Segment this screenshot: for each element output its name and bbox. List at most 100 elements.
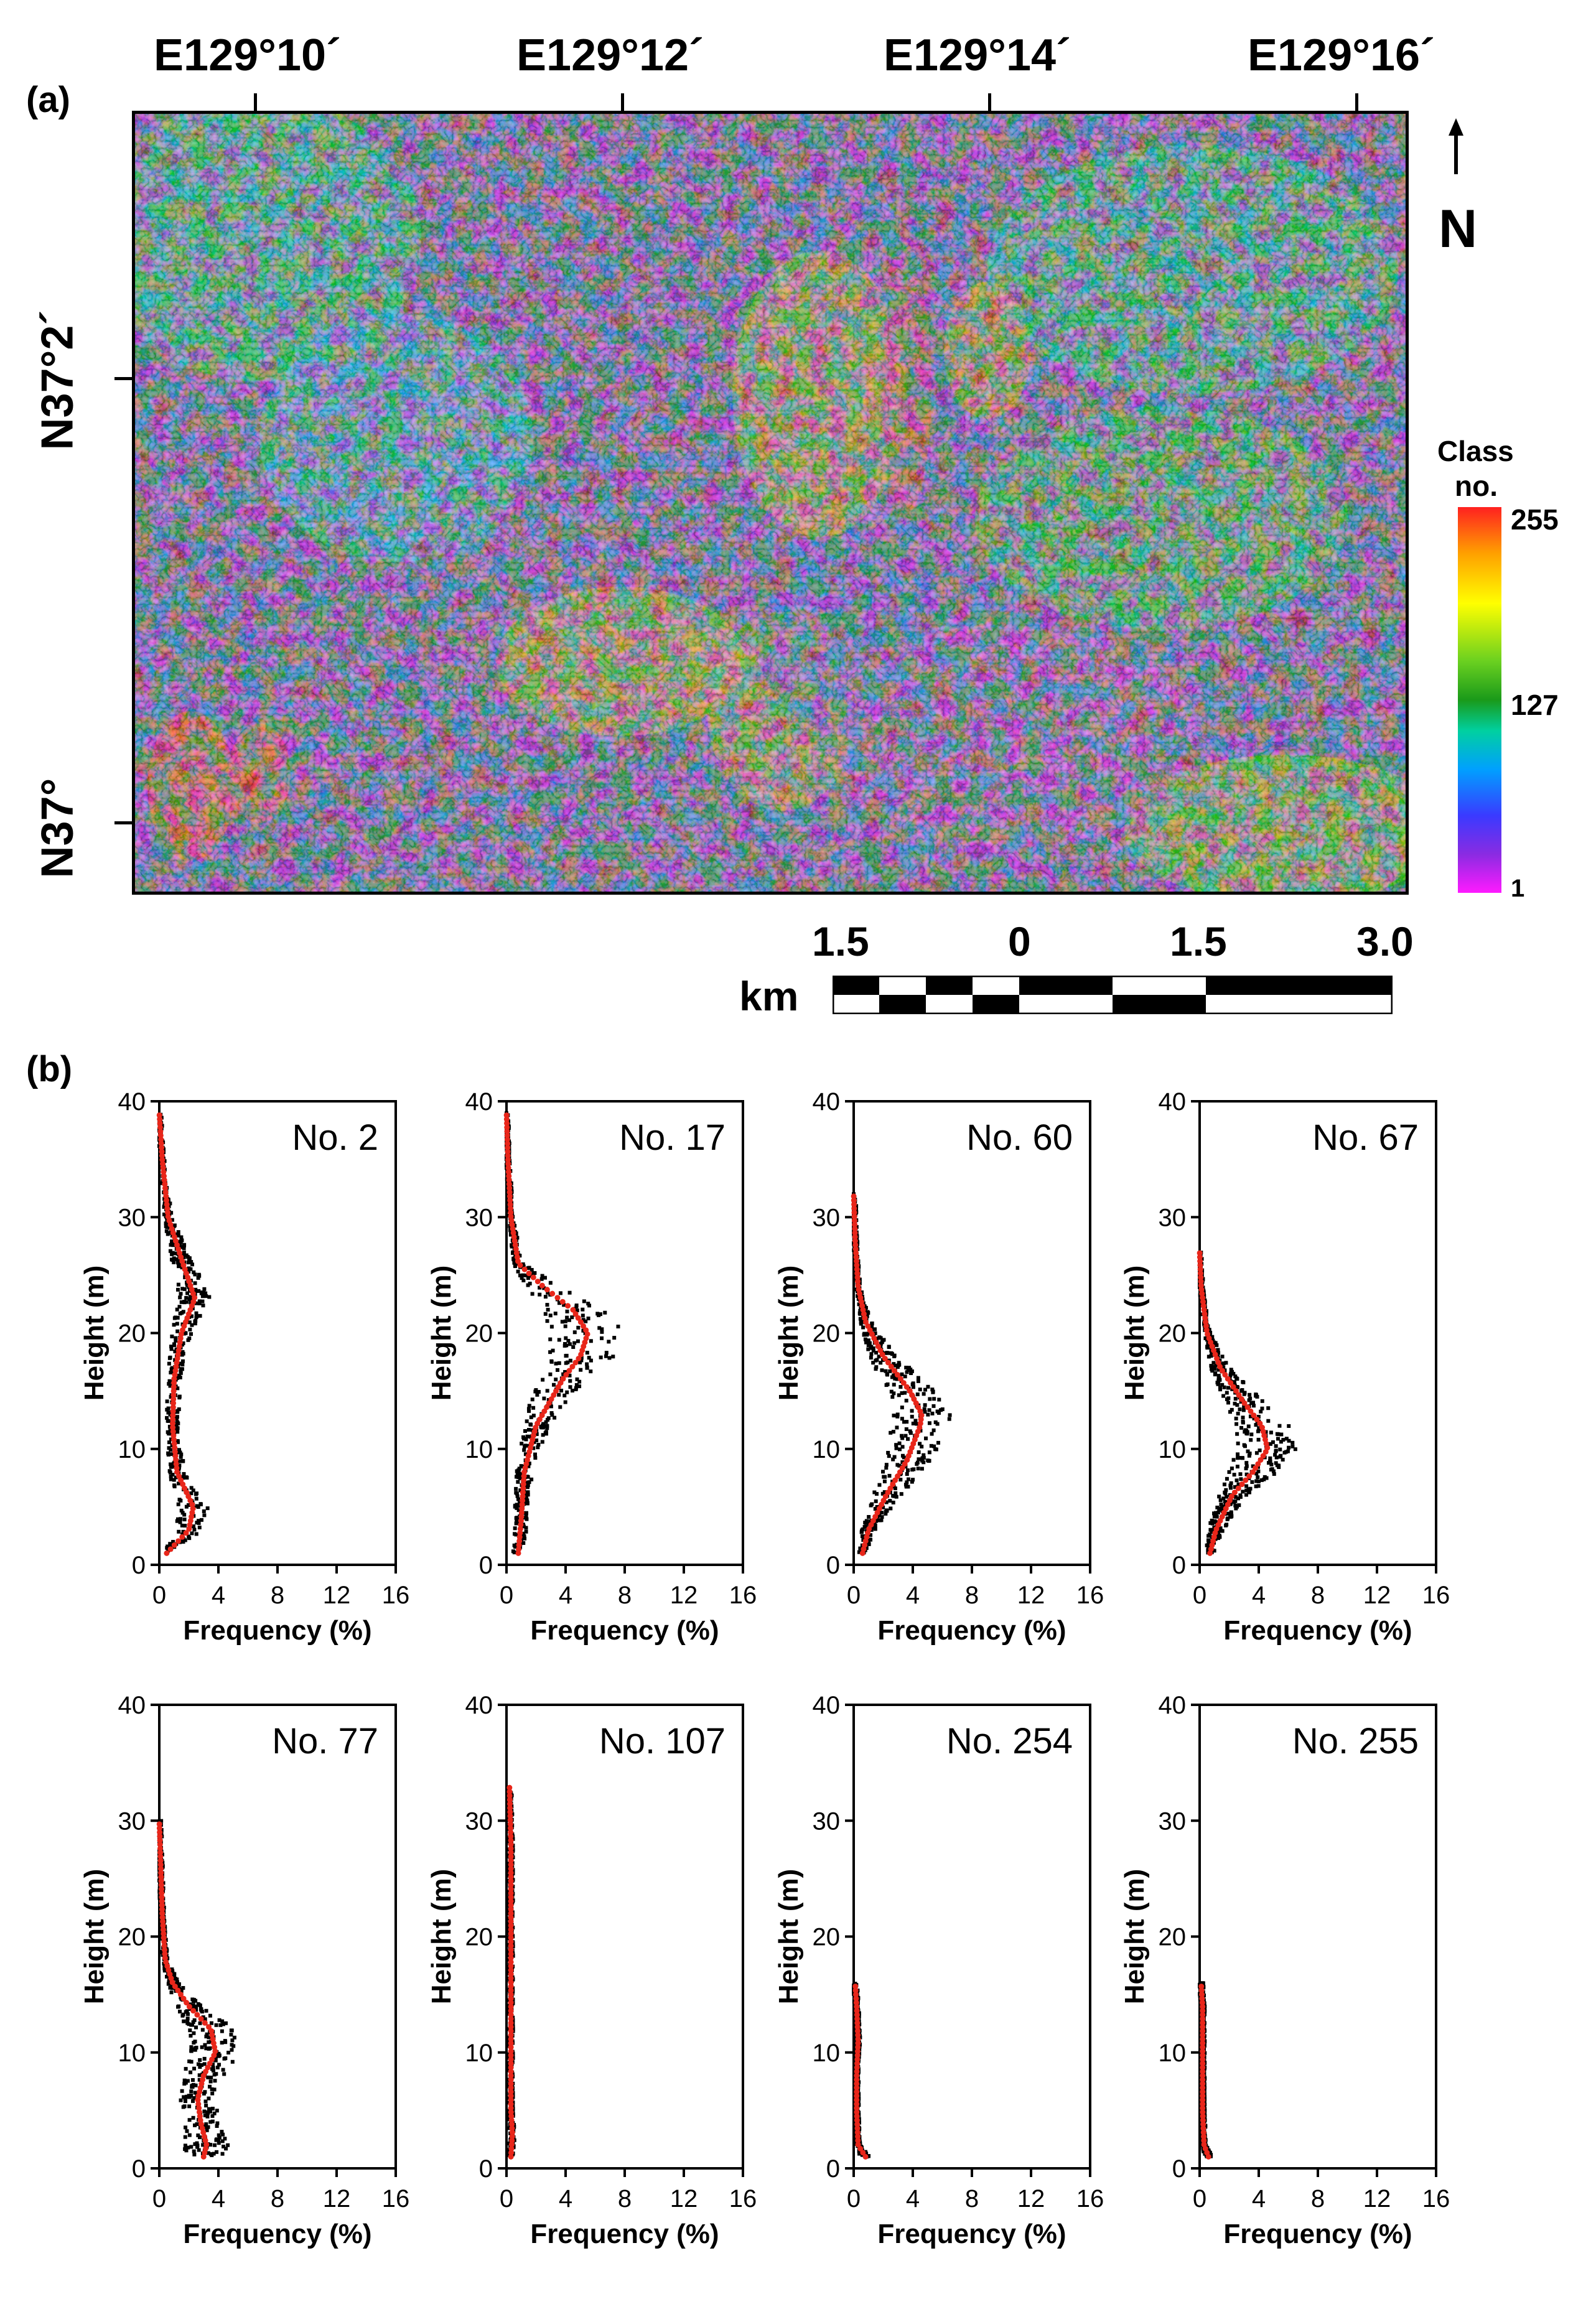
x-tick-label: 8: [271, 2185, 284, 2213]
scatter-point: [901, 1445, 905, 1448]
scatter-point: [197, 2063, 200, 2066]
scatter-point: [1241, 1456, 1244, 1460]
scatter-point: [174, 1336, 177, 1340]
scatter-point: [169, 1471, 172, 1475]
scatter-point: [528, 1282, 532, 1285]
colorbar-tick-127: 127: [1511, 691, 1559, 719]
curve-point: [554, 1295, 560, 1300]
y-tick-label: 20: [118, 1320, 146, 1348]
curve-point: [851, 1193, 857, 1199]
scatter-point: [528, 1422, 532, 1426]
scatter-point: [1246, 1450, 1250, 1453]
scatter-point: [172, 1323, 176, 1327]
scatter-point: [864, 1338, 867, 1341]
scatter-point: [892, 1414, 895, 1417]
scalebar-tick-2: 0: [1008, 921, 1031, 962]
scatter-point: [187, 1256, 191, 1260]
y-axis-label: Height (m): [426, 1266, 457, 1401]
scatter-point: [192, 1527, 196, 1531]
scatter-point: [912, 1381, 915, 1385]
scatter-point: [175, 1330, 179, 1333]
scatter-point: [167, 1362, 171, 1366]
scatter-point: [521, 1279, 525, 1282]
x-tick-label: 8: [618, 1582, 632, 1609]
scatter-point: [948, 1413, 952, 1417]
scatter-point: [1211, 1521, 1215, 1524]
scatter-point: [1227, 1470, 1231, 1474]
x-tick-label: 0: [500, 1582, 513, 1609]
scatter-point: [564, 1361, 568, 1365]
scatter-point: [525, 1516, 528, 1519]
scatter-point: [206, 2076, 210, 2079]
curve-point: [560, 1299, 566, 1305]
scatter-point: [513, 1544, 516, 1547]
classification-map-image: [135, 114, 1406, 892]
scatter-point: [881, 1470, 885, 1473]
scatter-point: [185, 2129, 189, 2133]
scatter-point: [1223, 1483, 1226, 1486]
plot-title: No. 2: [292, 1117, 378, 1158]
scatter-point: [189, 2034, 192, 2038]
scatter-point: [1243, 1443, 1246, 1447]
scatter-point: [568, 1385, 572, 1389]
scatter-point: [220, 2041, 224, 2045]
scatter-point: [551, 1349, 555, 1353]
scatter-point: [169, 1371, 172, 1374]
scatter-point: [576, 1340, 580, 1343]
y-tick-label: 0: [1172, 2155, 1186, 2183]
y-tick-label: 0: [132, 2155, 146, 2183]
scatter-point: [170, 1252, 174, 1256]
y-axis-label: Height (m): [1119, 1266, 1150, 1401]
y-tick-label: 10: [118, 2040, 146, 2067]
scatter-point: [543, 1276, 547, 1280]
scatter-point: [175, 1430, 179, 1434]
panel-b-label: (b): [26, 1052, 72, 1088]
scatter-point: [194, 1492, 198, 1496]
lon-tick: [621, 93, 624, 112]
scatter-point: [924, 1437, 928, 1440]
scatter-point: [226, 2051, 230, 2054]
curve-point: [549, 1291, 555, 1297]
scatter-point: [207, 2047, 211, 2051]
scatter-point: [910, 1415, 914, 1419]
scatter-point: [521, 1435, 525, 1439]
scatter-point: [915, 1462, 918, 1466]
scatter-point: [233, 2036, 236, 2040]
scatter-point: [191, 2099, 195, 2103]
scatter-point: [1234, 1397, 1238, 1401]
scatter-point: [923, 1403, 927, 1407]
scatter-point: [1244, 1461, 1248, 1465]
plot-title: No. 107: [599, 1721, 726, 1761]
x-tick-label: 0: [500, 2185, 513, 2213]
scatter-point: [182, 2020, 185, 2023]
scatter-point: [202, 1303, 205, 1307]
scatter-point: [565, 1391, 569, 1394]
x-axis-label: Frequency (%): [1223, 1615, 1412, 1646]
scatter-point: [229, 2033, 233, 2036]
scatter-point: [192, 2153, 196, 2157]
scatter-point: [208, 2014, 212, 2018]
scatter-point: [531, 1406, 535, 1410]
scatter-point: [936, 1441, 940, 1445]
scatter-point: [571, 1345, 575, 1349]
plot-title: No. 17: [619, 1117, 726, 1158]
y-tick-label: 10: [1159, 1436, 1187, 1463]
scatter-point: [900, 1436, 904, 1440]
plot-title: No. 255: [1292, 1721, 1419, 1761]
scatter-point: [539, 1425, 543, 1429]
plot-frame: [506, 1705, 743, 2168]
scatter-point: [549, 1281, 553, 1285]
scatter-point: [1223, 1386, 1226, 1389]
scatter-point: [522, 1448, 526, 1452]
x-tick-label: 12: [323, 1582, 351, 1609]
scatter-point: [1230, 1408, 1234, 1412]
scatter-point: [516, 1480, 520, 1484]
scatter-point: [215, 2109, 219, 2112]
scatter-point: [1236, 1456, 1239, 1460]
scatter-point: [1236, 1452, 1239, 1456]
scatter-point: [531, 1397, 534, 1401]
scatter-point: [1250, 1480, 1254, 1484]
y-axis-label: Height (m): [1119, 1869, 1150, 2005]
x-axis-label: Frequency (%): [530, 2219, 719, 2249]
